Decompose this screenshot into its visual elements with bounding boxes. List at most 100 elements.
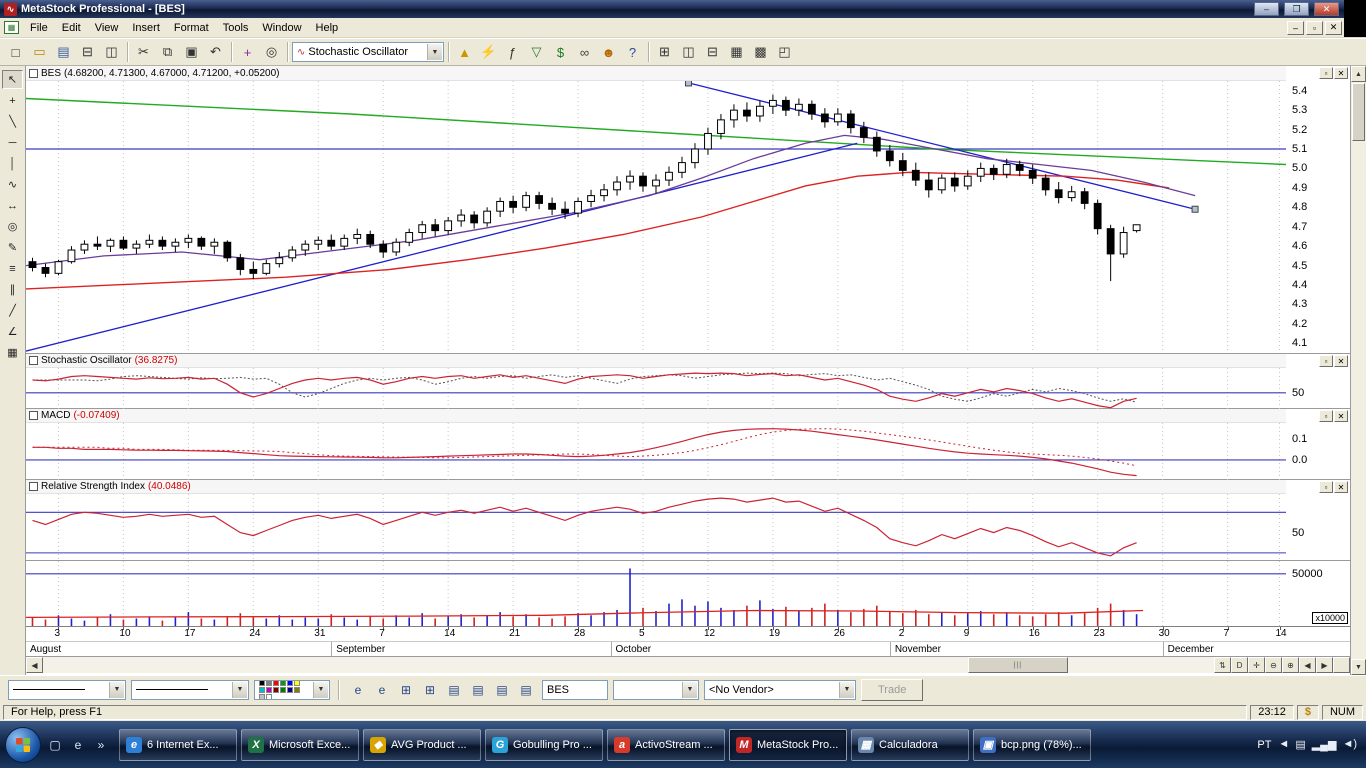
hscroll-thumb[interactable]: |||	[968, 657, 1068, 673]
pointer-tool[interactable]: ↖	[2, 70, 23, 89]
print-icon[interactable]: ⊟	[76, 41, 99, 63]
chevron-down-icon[interactable]: ▼	[109, 682, 124, 698]
uptrend-tool[interactable]: ╱	[2, 301, 23, 320]
tray-volume-icon[interactable]: ◄)	[1342, 738, 1357, 751]
chevron-down-icon[interactable]: ▼	[232, 682, 247, 698]
minimize-button[interactable]: –	[1254, 2, 1279, 16]
page-left-button[interactable]: ◀	[1299, 657, 1316, 673]
pencil-tool[interactable]: ✎	[2, 238, 23, 257]
indicator-quicklist-combo[interactable]: ∿Stochastic Oscillator▼	[292, 42, 444, 62]
tray-keyboard-icon[interactable]: ▤	[1295, 738, 1305, 751]
report-1-icon[interactable]: ▤	[443, 680, 465, 700]
zoom-icon[interactable]: ◎	[260, 41, 283, 63]
child-minimize-button[interactable]: –	[1287, 21, 1304, 35]
tile-horizontal-icon[interactable]: ⊟	[701, 41, 724, 63]
explorer-icon[interactable]: ⚡	[477, 41, 500, 63]
expand-quicklaunch-icon[interactable]: »	[91, 735, 111, 755]
stochastic-header[interactable]: Stochastic Oscillator (36.8275)	[26, 354, 1286, 368]
chevron-down-icon[interactable]: ▼	[839, 682, 854, 698]
child-restore-button[interactable]: ▫	[1306, 21, 1323, 35]
pan-button[interactable]: ✛	[1248, 657, 1265, 673]
menu-item-file[interactable]: File	[23, 20, 55, 36]
tray-chevron-icon[interactable]: ◄	[1278, 738, 1289, 751]
panel-close-button[interactable]: ✕	[1334, 67, 1348, 79]
panel-close-button[interactable]: ✕	[1334, 481, 1348, 493]
taskbar-button-6-internet-ex[interactable]: e6 Internet Ex...	[119, 729, 237, 761]
crosshair-icon[interactable]: +	[236, 41, 259, 63]
taskbar-button-bcp-png-78[interactable]: ▣bcp.png (78%)...	[973, 729, 1091, 761]
angle-tool[interactable]: ∠	[2, 322, 23, 341]
start-button[interactable]	[5, 727, 41, 763]
online-data-icon[interactable]: e	[347, 680, 369, 700]
report-3-icon[interactable]: ▤	[491, 680, 513, 700]
explorer-find-icon[interactable]: ∞	[573, 41, 596, 63]
periodicity-weekly-icon[interactable]: ⊞	[419, 680, 441, 700]
trendline-tool[interactable]: ╲	[2, 112, 23, 131]
vscroll-thumb[interactable]	[1352, 83, 1365, 141]
panel-restore-button[interactable]: ▫	[1319, 410, 1333, 422]
parallel-lines-tool[interactable]: ≡	[2, 259, 23, 278]
volume-canvas[interactable]	[26, 561, 1286, 627]
hscroll-left-button[interactable]: ◀	[26, 657, 43, 673]
arrange-grid-icon[interactable]: ▦	[725, 41, 748, 63]
title-bar[interactable]: ∿ MetaStock Professional - [BES] – ❒ ✕	[0, 0, 1366, 18]
language-indicator[interactable]: PT	[1257, 739, 1271, 751]
vscroll-up-button[interactable]: ▲	[1351, 66, 1366, 82]
cut-icon[interactable]: ✂	[132, 41, 155, 63]
context-help-icon[interactable]: ?	[621, 41, 644, 63]
stochastic-canvas[interactable]	[26, 368, 1286, 409]
vscroll-down-button[interactable]: ▼	[1351, 659, 1366, 675]
print-preview-icon[interactable]: ◫	[100, 41, 123, 63]
layout-icon[interactable]: ▩	[749, 41, 772, 63]
workspace-icon[interactable]: ◰	[773, 41, 796, 63]
copy-icon[interactable]: ⧉	[156, 41, 179, 63]
restore-button[interactable]: ❒	[1284, 2, 1309, 16]
panel-restore-button[interactable]: ▫	[1319, 67, 1333, 79]
close-button[interactable]: ✕	[1314, 2, 1339, 16]
taskbar-button-microsoft-exce[interactable]: XMicrosoft Exce...	[241, 729, 359, 761]
menu-item-insert[interactable]: Insert	[125, 20, 167, 36]
macd-header[interactable]: MACD (-0.07409)	[26, 409, 1286, 423]
tray-network-icon[interactable]: ▂▄▆	[1312, 738, 1337, 751]
symbol-input[interactable]	[542, 680, 608, 700]
zoom-out-button[interactable]: ⊖	[1265, 657, 1282, 673]
report-2-icon[interactable]: ▤	[467, 680, 489, 700]
hscroll-track[interactable]: |||	[43, 657, 1214, 673]
vertical-line-tool[interactable]: │	[2, 154, 23, 173]
periodicity-daily-icon[interactable]: ⊞	[395, 680, 417, 700]
vendor-combo[interactable]: <No Vendor>▼	[704, 680, 856, 700]
menu-item-window[interactable]: Window	[255, 20, 308, 36]
line-weight-combo[interactable]: ▼	[131, 680, 249, 700]
menu-item-format[interactable]: Format	[167, 20, 216, 36]
panel-close-button[interactable]: ✕	[1334, 410, 1348, 422]
save-icon[interactable]: ▤	[52, 41, 75, 63]
vertical-scrollbar[interactable]: ▲ ▼	[1350, 66, 1366, 675]
spiral-tool[interactable]: ◎	[2, 217, 23, 236]
menu-item-help[interactable]: Help	[309, 20, 346, 36]
menu-item-tools[interactable]: Tools	[216, 20, 256, 36]
panel-close-button[interactable]: ✕	[1334, 355, 1348, 367]
main-chart-header[interactable]: BES (4.68200, 4.71300, 4.67000, 4.71200,…	[26, 66, 1286, 81]
child-close-button[interactable]: ✕	[1325, 21, 1342, 35]
menu-item-edit[interactable]: Edit	[55, 20, 88, 36]
tile-vertical-icon[interactable]: ◫	[677, 41, 700, 63]
panel-restore-button[interactable]: ▫	[1319, 355, 1333, 367]
chevron-down-icon[interactable]: ▼	[682, 682, 697, 698]
rsi-canvas[interactable]	[26, 494, 1286, 561]
new-chart-icon[interactable]: □	[4, 41, 27, 63]
panel-restore-button[interactable]: ▫	[1319, 481, 1333, 493]
undo-icon[interactable]: ↶	[204, 41, 227, 63]
menu-item-view[interactable]: View	[88, 20, 126, 36]
horizontal-line-tool[interactable]: ─	[2, 133, 23, 152]
crosshair-tool[interactable]: +	[2, 91, 23, 110]
ie-quicklaunch-icon[interactable]: e	[68, 735, 88, 755]
line-style-combo[interactable]: ▼	[8, 680, 126, 700]
period-combo[interactable]: ▼	[613, 680, 699, 700]
trade-button[interactable]: Trade	[861, 679, 923, 701]
pattern-tool[interactable]: ▦	[2, 343, 23, 362]
taskbar-button-gobulling-pro[interactable]: GGobulling Pro ...	[485, 729, 603, 761]
web-browser-icon[interactable]: e	[371, 680, 393, 700]
grid-lines-tool[interactable]: ∥	[2, 280, 23, 299]
color-combo[interactable]: ▼	[254, 680, 330, 700]
system-tester-icon[interactable]: $	[549, 41, 572, 63]
